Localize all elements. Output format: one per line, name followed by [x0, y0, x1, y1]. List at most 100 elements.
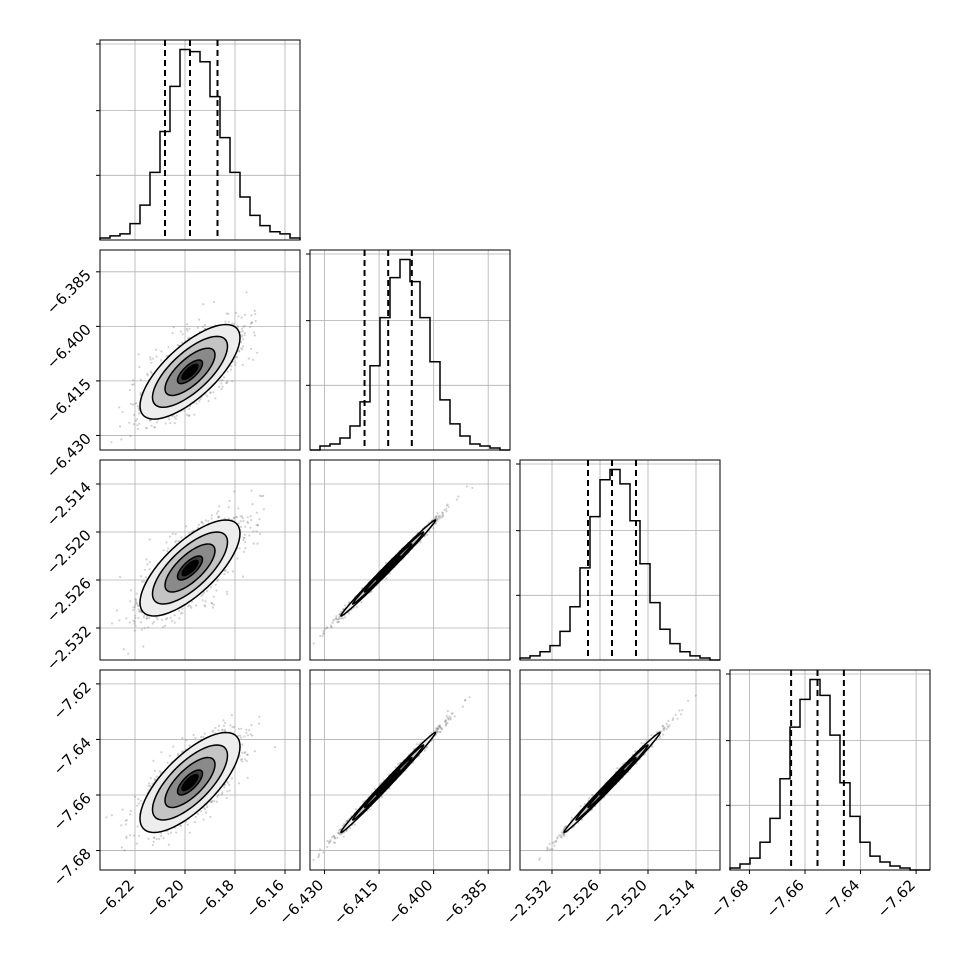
sample-point: [133, 413, 136, 416]
sample-point: [133, 620, 136, 623]
sample-point: [120, 438, 123, 441]
sample-point: [234, 361, 237, 364]
sample-point: [202, 325, 205, 328]
sample-point: [245, 291, 248, 294]
sample-point: [133, 622, 136, 625]
sample-point: [142, 616, 145, 619]
sample-point: [209, 391, 212, 394]
sample-point: [250, 347, 253, 351]
sample-point: [319, 634, 322, 638]
sample-point: [118, 619, 121, 622]
panel-frame: [519, 459, 721, 661]
sample-point: [188, 531, 191, 534]
sample-point: [432, 527, 435, 530]
sample-point: [322, 632, 325, 635]
sample-point: [132, 608, 135, 612]
sample-point: [201, 599, 204, 602]
sample-point: [128, 388, 131, 392]
sample-point: [129, 402, 132, 405]
sample-point: [244, 525, 247, 528]
sample-point: [253, 334, 256, 337]
sample-point: [245, 731, 248, 734]
sample-point: [220, 382, 223, 385]
sample-point: [180, 341, 184, 344]
sample-point: [128, 621, 131, 624]
sample-point: [221, 791, 224, 794]
sample-point: [145, 558, 148, 561]
sample-point: [175, 831, 178, 834]
sample-point: [121, 808, 124, 811]
sample-point: [240, 334, 243, 337]
sample-point: [174, 417, 177, 420]
sample-point: [250, 321, 253, 324]
sample-point: [250, 489, 253, 492]
sample-point: [229, 368, 233, 371]
sample-point: [244, 313, 247, 316]
sample-point: [228, 499, 231, 503]
sample-point: [234, 311, 238, 314]
sample-point: [173, 614, 176, 617]
sample-point: [252, 530, 255, 533]
sample-point: [245, 759, 248, 763]
sample-point: [132, 619, 135, 623]
sample-point: [148, 419, 151, 422]
sample-point: [231, 322, 234, 325]
sample-point: [227, 506, 230, 509]
sample-point: [146, 563, 149, 566]
sample-point: [143, 568, 146, 571]
sample-point: [125, 617, 128, 620]
sample-point: [165, 541, 168, 544]
sample-point: [205, 811, 208, 814]
sample-point: [225, 312, 228, 315]
sample-point: [235, 515, 238, 519]
sample-point: [212, 595, 215, 598]
sample-point: [165, 355, 168, 358]
sample-point: [435, 515, 438, 518]
sample-point: [217, 794, 220, 797]
sample-point: [254, 312, 257, 316]
sample-point: [137, 406, 140, 410]
sample-point: [243, 334, 246, 337]
sample-point: [441, 511, 444, 514]
sample-point: [445, 510, 448, 513]
sample-point: [159, 359, 163, 362]
density-core: [181, 363, 199, 381]
sample-point: [221, 378, 224, 382]
sample-point: [239, 520, 242, 523]
sample-point: [153, 426, 156, 429]
sample-point: [435, 522, 438, 525]
sample-point: [225, 381, 229, 384]
sample-point: [187, 414, 190, 418]
sample-point: [147, 626, 150, 629]
sample-point: [455, 498, 458, 501]
sample-point: [175, 539, 178, 543]
sample-point: [147, 837, 150, 840]
sample-point: [222, 719, 225, 722]
sample-point: [206, 395, 209, 398]
sample-point: [204, 605, 207, 608]
sample-point: [135, 402, 138, 405]
sample-point: [146, 617, 149, 620]
sample-point: [149, 358, 152, 361]
sample-point: [224, 320, 227, 323]
sample-point: [335, 617, 338, 620]
sample-point: [195, 604, 198, 607]
sample-point: [212, 300, 215, 304]
sample-point: [255, 523, 258, 527]
sample-point: [172, 745, 175, 748]
sample-point: [210, 517, 213, 520]
sample-point: [156, 421, 159, 424]
sample-point: [144, 426, 147, 429]
sample-point: [133, 795, 137, 798]
sample-point: [167, 547, 170, 550]
sample-point: [136, 804, 139, 807]
sample-point: [194, 736, 197, 740]
sample-point: [215, 800, 218, 803]
sample-point: [183, 409, 186, 412]
sample-point: [129, 600, 132, 603]
sample-point: [249, 515, 252, 518]
sample-point: [384, 561, 387, 565]
histogram-panel-1: [306, 249, 511, 451]
sample-point: [137, 802, 140, 805]
sample-point: [186, 413, 189, 416]
